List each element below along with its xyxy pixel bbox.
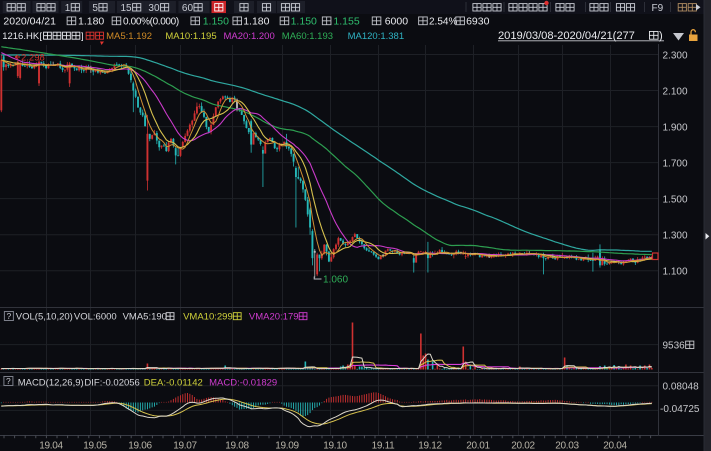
svg-text:DEA:-0.01142: DEA:-0.01142 <box>144 378 203 389</box>
svg-text:MACD:-0.01829: MACD:-0.01829 <box>209 378 277 389</box>
svg-text:6000: 6000 <box>385 16 409 28</box>
svg-text:-0.04725: -0.04725 <box>660 404 700 415</box>
svg-text:2.100: 2.100 <box>663 86 688 97</box>
svg-text:2.300: 2.300 <box>663 50 688 61</box>
svg-text:19.09: 19.09 <box>275 441 299 451</box>
svg-text:15: 15 <box>121 3 133 14</box>
svg-text:VMA5:190: VMA5:190 <box>123 312 167 323</box>
svg-text:19.06: 19.06 <box>128 441 152 451</box>
svg-text:VMA20:179: VMA20:179 <box>249 312 299 323</box>
svg-text:MACD(12,26,9): MACD(12,26,9) <box>18 378 84 389</box>
svg-text:?: ? <box>6 376 11 386</box>
svg-text:MA5:1.192: MA5:1.192 <box>106 31 152 42</box>
svg-text:1.150: 1.150 <box>291 16 317 28</box>
svg-text:19.07: 19.07 <box>173 441 197 451</box>
svg-text:1.300: 1.300 <box>663 231 688 242</box>
svg-text:2020/04/21: 2020/04/21 <box>3 16 56 28</box>
svg-text:19.10: 19.10 <box>323 441 347 451</box>
svg-text:MA20:1.200: MA20:1.200 <box>224 31 275 42</box>
svg-text:19.04: 19.04 <box>39 441 63 451</box>
svg-text:19.11: 19.11 <box>372 441 396 451</box>
svg-text:MA10:1.195: MA10:1.195 <box>165 31 216 42</box>
svg-text:2.54%: 2.54% <box>429 17 457 28</box>
svg-text:0.08048: 0.08048 <box>663 381 700 392</box>
svg-text:0.00%(0.000): 0.00%(0.000) <box>123 17 179 28</box>
svg-text:6930: 6930 <box>466 16 490 28</box>
svg-text:60: 60 <box>182 3 194 14</box>
svg-text:1.900: 1.900 <box>663 122 688 133</box>
svg-text:5: 5 <box>92 3 98 14</box>
svg-text:VMA10:299: VMA10:299 <box>183 312 233 323</box>
svg-text:1.155: 1.155 <box>333 16 359 28</box>
svg-text:30: 30 <box>148 3 160 14</box>
svg-text:1.500: 1.500 <box>663 194 688 205</box>
svg-text:]: ] <box>81 31 84 42</box>
svg-text:2019/03/08-2020/04/21(277: 2019/03/08-2020/04/21(277 <box>498 30 635 42</box>
svg-text:2.298: 2.298 <box>21 53 45 64</box>
svg-text:MA120:1.381: MA120:1.381 <box>348 31 405 42</box>
svg-text:19.05: 19.05 <box>83 441 107 451</box>
svg-text:F9: F9 <box>652 3 664 14</box>
svg-text:VOL(5,10,20): VOL(5,10,20) <box>16 312 73 323</box>
svg-text:20.03: 20.03 <box>555 441 579 451</box>
svg-text:1.060: 1.060 <box>323 275 348 286</box>
svg-text:): ) <box>659 30 663 42</box>
svg-text:20.04: 20.04 <box>603 441 627 451</box>
svg-text:[: [ <box>39 31 42 42</box>
svg-text:?: ? <box>7 311 12 321</box>
svg-text:20.01: 20.01 <box>466 441 490 451</box>
svg-text:1216.HK: 1216.HK <box>2 31 40 42</box>
svg-text:19.12: 19.12 <box>418 441 442 451</box>
svg-text:1: 1 <box>65 3 71 14</box>
svg-text:1.180: 1.180 <box>78 16 104 28</box>
svg-text:1.100: 1.100 <box>663 267 688 278</box>
svg-text:MA60:1.193: MA60:1.193 <box>282 31 333 42</box>
svg-text:20.02: 20.02 <box>511 441 535 451</box>
svg-text:VOL:6000: VOL:6000 <box>74 312 117 323</box>
svg-text:DIF:-0.02056: DIF:-0.02056 <box>84 378 139 389</box>
svg-text:19.08: 19.08 <box>225 441 249 451</box>
svg-text:9536: 9536 <box>663 340 686 351</box>
svg-text:1.180: 1.180 <box>243 16 269 28</box>
svg-text:1.700: 1.700 <box>663 158 688 169</box>
svg-text:1.150: 1.150 <box>203 16 229 28</box>
